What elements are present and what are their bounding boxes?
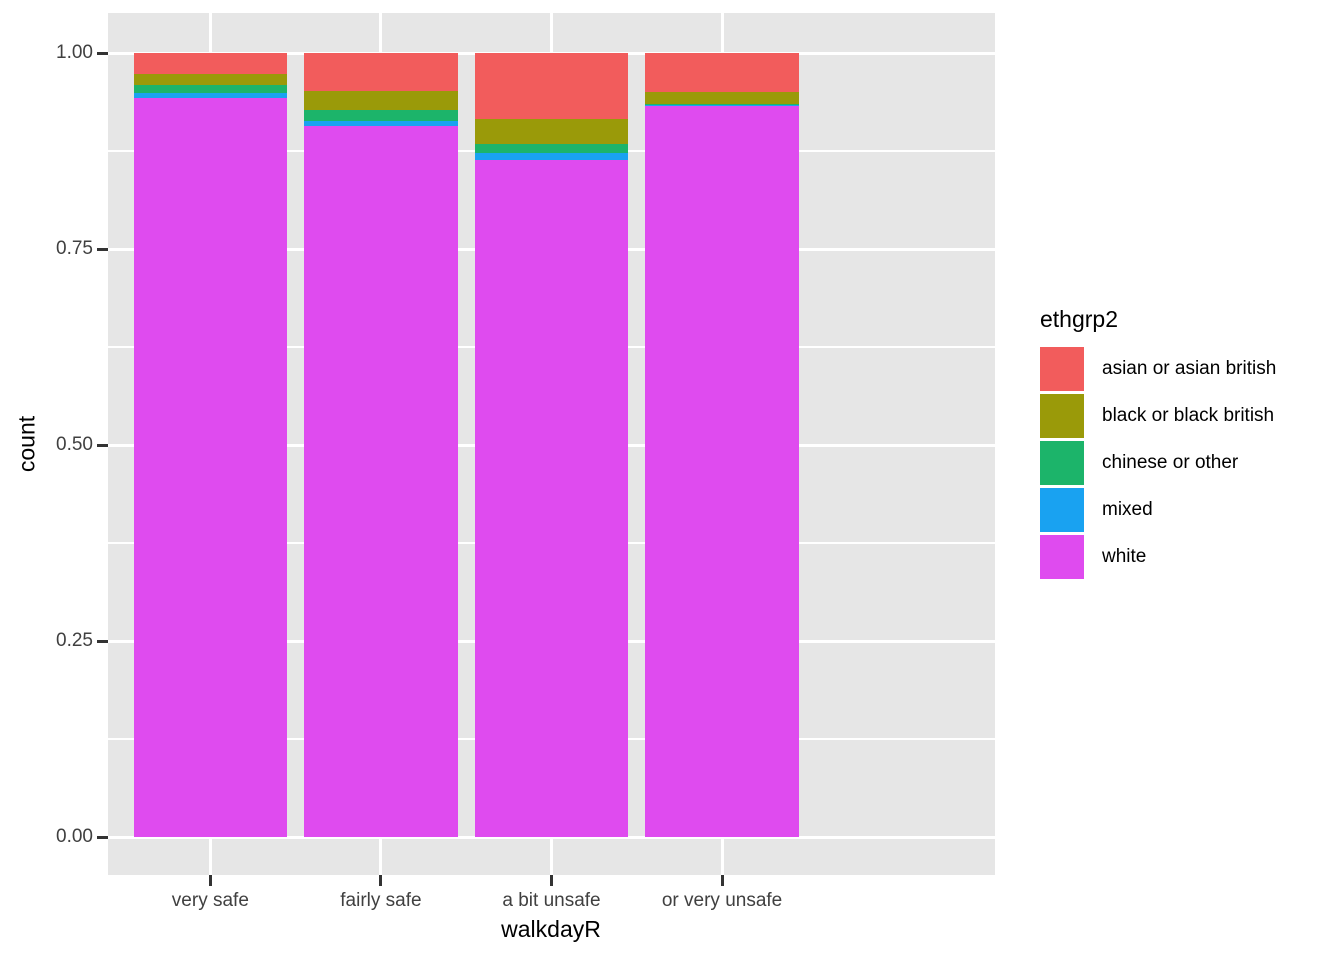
y-tick-mark	[97, 639, 108, 643]
bar-segment-asian-or-asian-british	[304, 53, 458, 91]
bar-segment-mixed	[645, 104, 799, 106]
x-tick-mark	[550, 875, 553, 886]
bar-segment-asian-or-asian-british	[474, 53, 629, 119]
legend-key-swatch	[1040, 394, 1084, 438]
legend-label: white	[1102, 546, 1147, 567]
bar-segment-chinese-or-other	[304, 110, 458, 122]
legend-label: mixed	[1102, 499, 1153, 520]
legend-key-swatch	[1040, 347, 1084, 391]
x-tick-label: or very unsafe	[661, 890, 783, 911]
bar-segment-chinese-or-other	[645, 103, 799, 105]
legend-item: chinese or other	[1040, 441, 1330, 485]
legend: ethgrp2 asian or asian british black or b…	[1040, 306, 1330, 582]
y-tick-mark	[97, 443, 108, 447]
bar-segment-asian-or-asian-british	[133, 53, 288, 75]
legend-label: chinese or other	[1102, 452, 1239, 473]
y-tick-mark	[97, 51, 108, 55]
y-tick-mark	[97, 835, 108, 839]
legend-item: mixed	[1040, 488, 1330, 532]
bar-segment-black-or-black-british	[474, 118, 629, 144]
bar-segment-chinese-or-other	[133, 85, 288, 93]
bar-segment-black-or-black-british	[304, 90, 458, 111]
y-tick-label: 0.00	[56, 826, 93, 847]
bar-segment-black-or-black-british	[133, 74, 288, 86]
x-tick-label: fairly safe	[340, 890, 422, 911]
legend-item: black or black british	[1040, 394, 1330, 438]
legend-label: black or black british	[1102, 405, 1275, 426]
y-tick-label: 0.25	[56, 630, 93, 651]
legend-label: asian or asian british	[1102, 358, 1277, 379]
x-tick-mark	[208, 875, 212, 886]
legend-key-swatch	[1040, 441, 1084, 485]
y-tick-label: 0.75	[56, 238, 93, 259]
bar-segment-mixed	[474, 153, 629, 160]
bar-segment-chinese-or-other	[474, 143, 629, 154]
bar-segment-mixed	[304, 121, 458, 126]
x-tick-label: very safe	[171, 890, 249, 911]
legend-title: ethgrp2	[1040, 306, 1119, 332]
bar-segment-mixed	[133, 92, 288, 98]
x-tick-label: a bit unsafe	[502, 890, 601, 911]
bar-segment-white	[474, 159, 629, 837]
y-axis-title: count	[13, 415, 40, 473]
x-tick-mark	[720, 875, 724, 886]
plot-panel	[108, 13, 995, 875]
y-tick-label: 1.00	[56, 42, 93, 63]
legend-items: asian or asian british black or black bri…	[1040, 347, 1330, 579]
bar-segment-white	[133, 97, 288, 837]
legend-key-swatch	[1040, 488, 1084, 532]
legend-item: asian or asian british	[1040, 347, 1330, 391]
bar-segment-asian-or-asian-british	[645, 53, 799, 93]
bar-segment-white	[304, 125, 458, 837]
y-tick-mark	[97, 247, 108, 251]
y-tick-label: 0.50	[56, 434, 93, 455]
x-tick-mark	[379, 875, 383, 886]
legend-key-swatch	[1040, 535, 1084, 579]
bar-segment-black-or-black-british	[645, 92, 799, 104]
x-axis-title: walkdayR	[501, 916, 601, 942]
legend-item: white	[1040, 535, 1330, 579]
bar-segment-white	[645, 105, 799, 837]
